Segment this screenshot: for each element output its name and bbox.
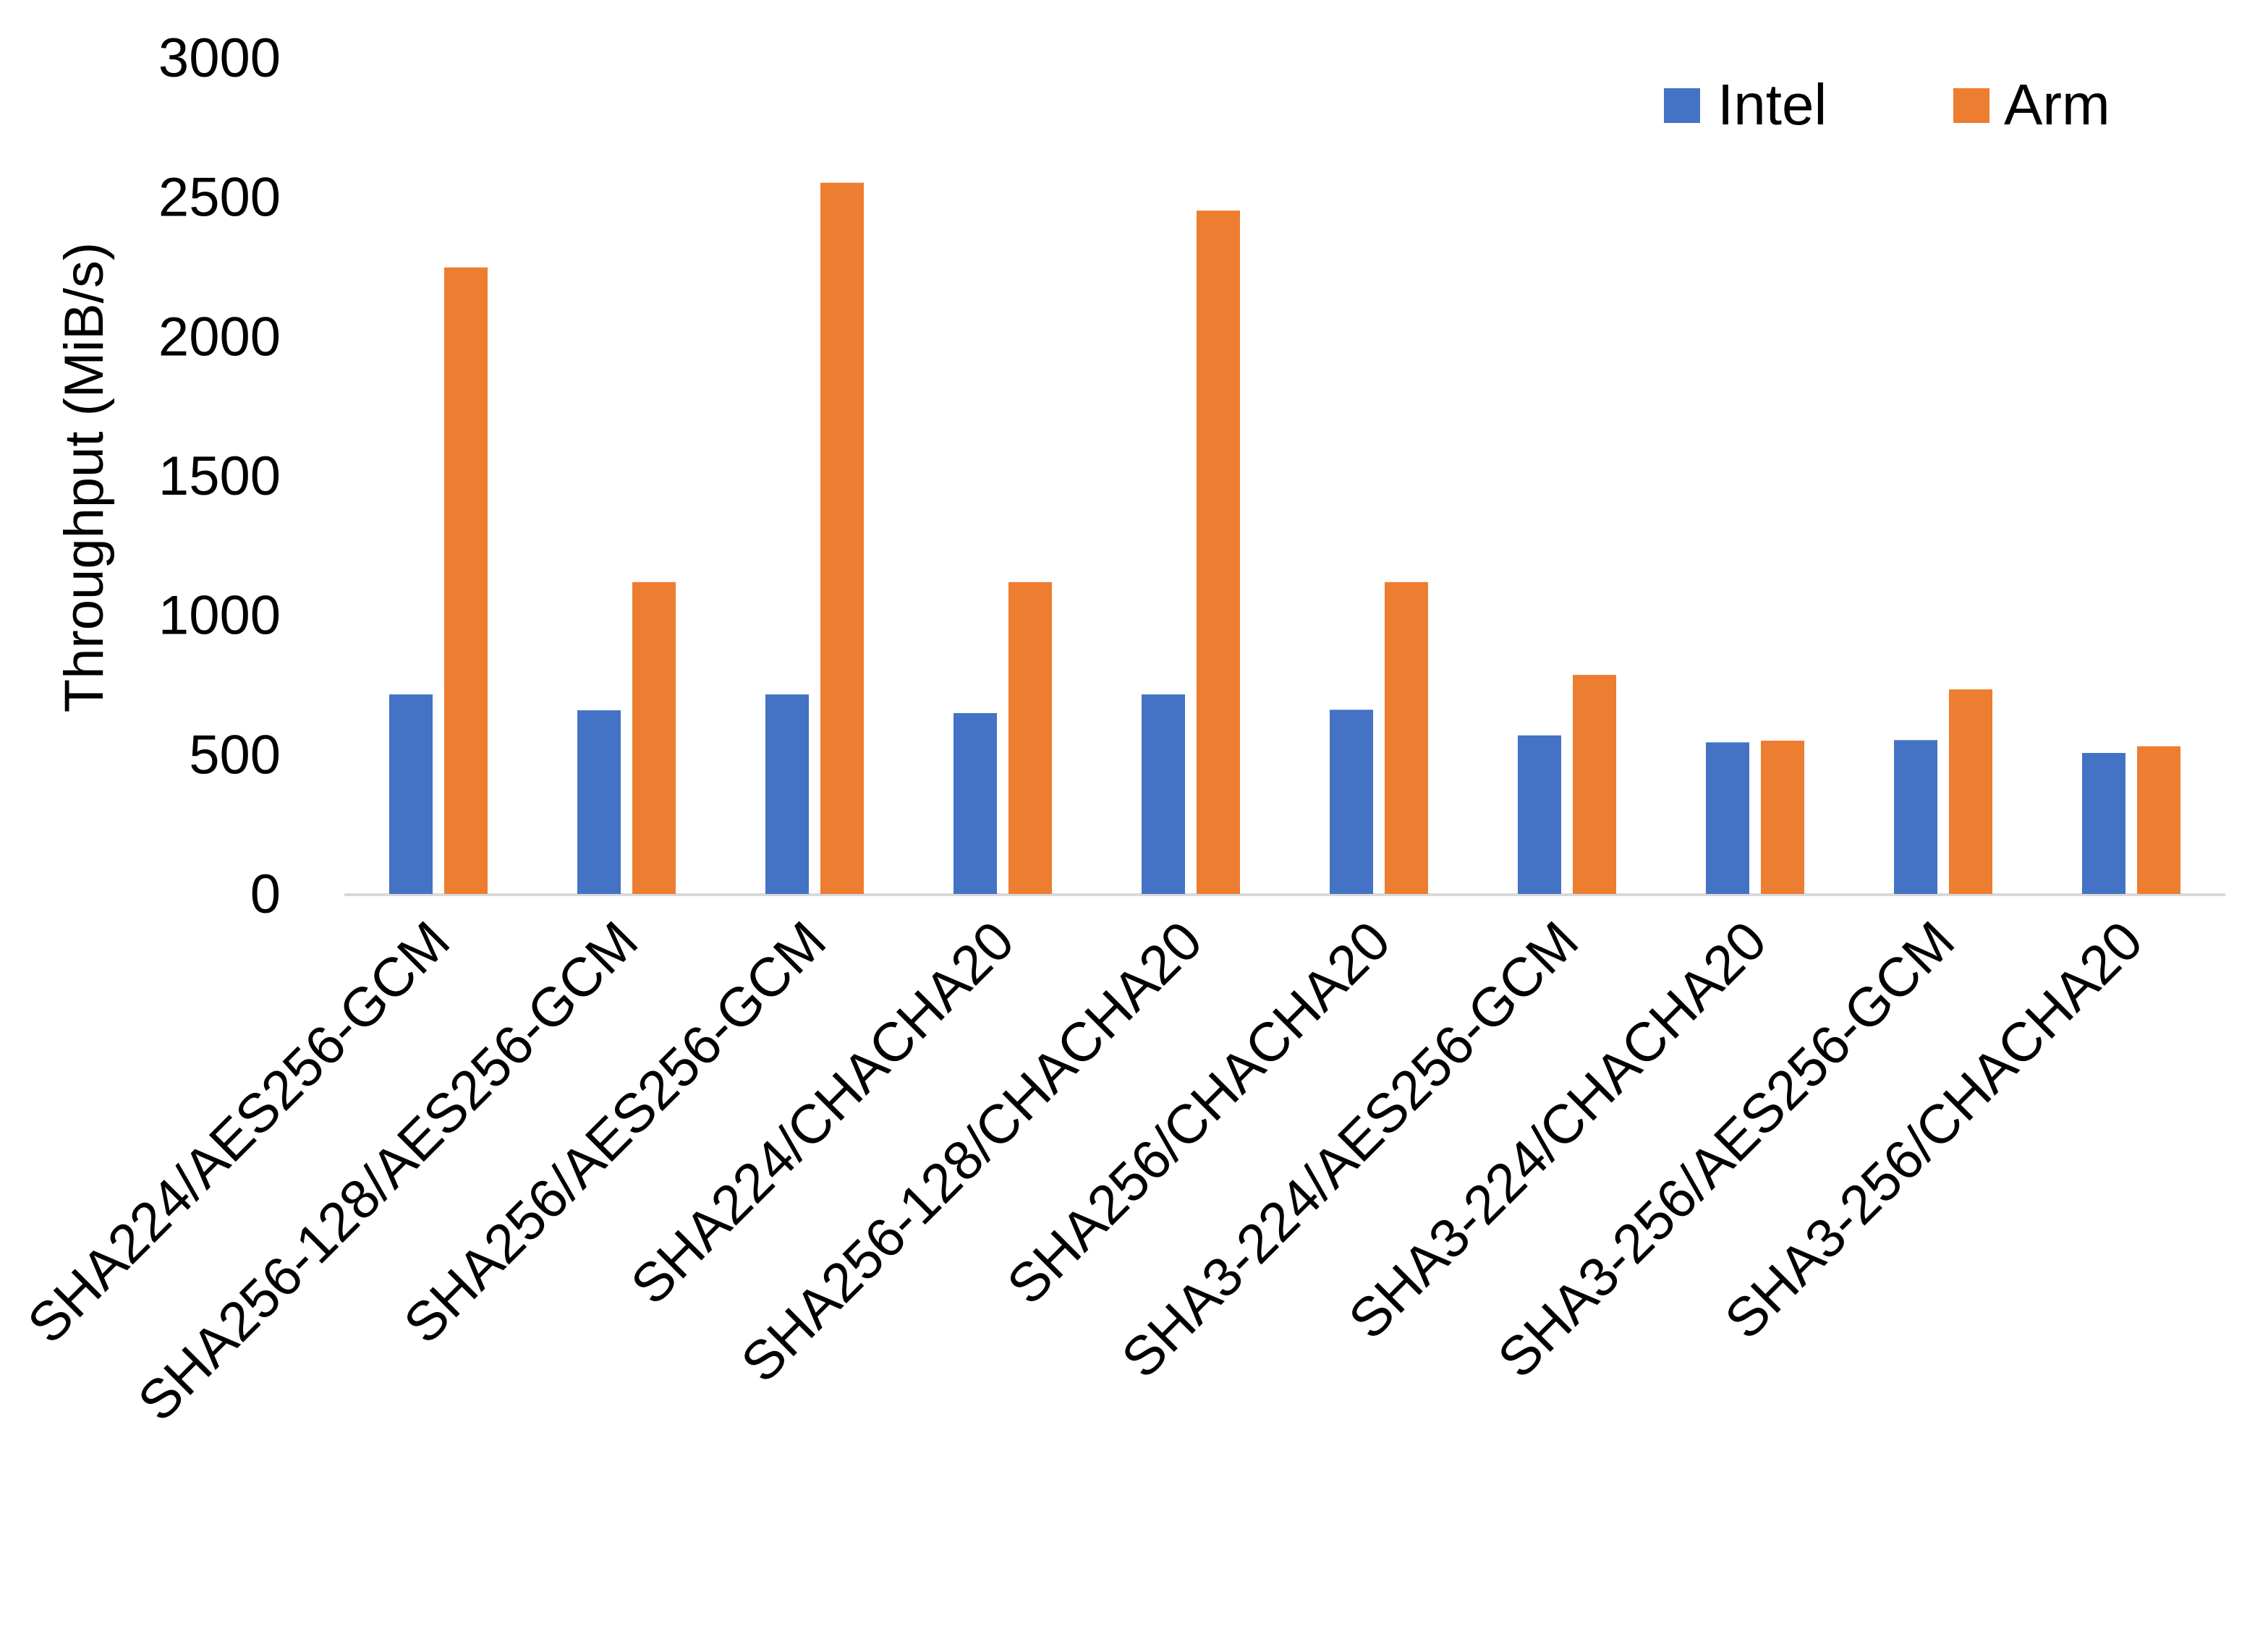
bar-arm	[444, 267, 488, 895]
bar-intel	[1142, 694, 1185, 894]
x-axis-labels: SHA224/AES256-GCMSHA256-128/AES256-GCMSH…	[16, 910, 2154, 1433]
bar-intel	[954, 712, 997, 894]
y-tick-label: 0	[250, 864, 281, 925]
bar-intel	[389, 694, 433, 894]
bar-arm	[1949, 689, 1992, 894]
bar-arm	[2137, 746, 2180, 894]
legend-label-arm: Arm	[2004, 72, 2110, 137]
y-axis-ticks: 0 500 1000 1500 2000 2500 3000	[158, 27, 281, 925]
bar-intel	[1894, 740, 1937, 894]
bar-intel	[1330, 710, 1373, 894]
bar-arm	[1385, 582, 1428, 894]
bar-arm	[1761, 741, 1804, 894]
bar-arm	[1008, 582, 1052, 894]
x-tick-label: SHA256/CHACHA20	[995, 910, 1402, 1316]
bar-arm	[1197, 210, 1240, 894]
bar-intel	[765, 694, 809, 894]
bars	[389, 182, 2180, 895]
bar-arm	[632, 582, 676, 894]
legend: Intel Arm	[1664, 72, 2110, 137]
y-tick-label: 1500	[158, 446, 281, 507]
bar-intel	[1706, 742, 1749, 894]
y-tick-label: 500	[189, 724, 281, 785]
y-tick-label: 3000	[158, 27, 281, 89]
y-axis-title: Throughput (MiB/s)	[54, 242, 115, 712]
bar-arm	[820, 182, 864, 894]
bar-intel	[1518, 735, 1561, 894]
legend-swatch-intel	[1664, 88, 1700, 123]
bar-intel	[2082, 753, 2125, 894]
legend-swatch-arm	[1953, 88, 1989, 123]
y-tick-label: 2500	[158, 167, 281, 229]
y-tick-label: 2000	[158, 306, 281, 367]
bar-arm	[1573, 675, 1616, 894]
bar-intel	[577, 710, 621, 894]
legend-label-intel: Intel	[1717, 72, 1827, 137]
y-tick-label: 1000	[158, 585, 281, 647]
x-tick-label: SHA224/CHACHA20	[619, 910, 1026, 1316]
